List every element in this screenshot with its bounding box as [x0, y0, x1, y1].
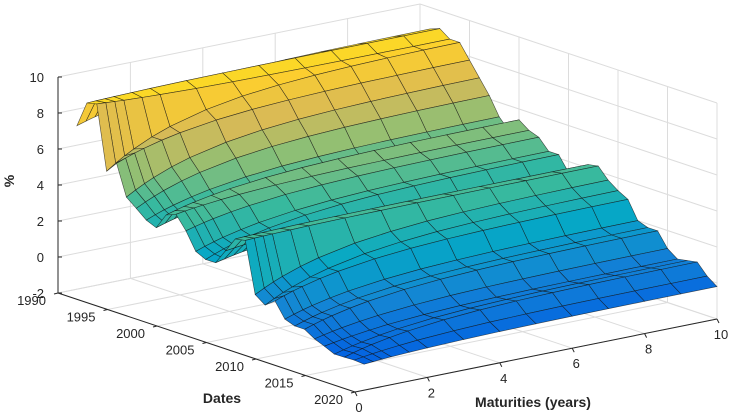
gridline: [419, 39, 718, 140]
x-tick-label: 4: [500, 371, 507, 386]
y-axis-title: Dates: [203, 390, 241, 406]
y-tick-label: 2000: [116, 326, 145, 341]
y-tick-label: 1990: [17, 293, 46, 308]
z-tick-label: 0: [37, 250, 44, 265]
y-tick-label: 2005: [166, 343, 195, 358]
z-tick-label: -2: [32, 286, 44, 301]
x-tick: [644, 333, 648, 338]
x-tick: [354, 391, 358, 397]
y-tick: [251, 358, 257, 361]
gridline: [419, 3, 718, 104]
y-tick: [53, 292, 59, 295]
y-tick: [301, 375, 306, 377]
y-tick-label: 1995: [67, 310, 96, 325]
y-tick-label: 2020: [314, 392, 343, 407]
tick-labels: -2 0 2 4 6 8 10 1990 1995 2000 2005 2010 2015 2020 0 2 4…: [17, 70, 728, 415]
surface-patch: [353, 356, 374, 365]
y-tick-label: 2015: [265, 376, 294, 391]
x-axis-title: Maturities (years): [475, 394, 591, 410]
x-tick-label: 6: [573, 356, 580, 371]
z-axis-title: %: [1, 174, 17, 187]
z-tick-label: 4: [37, 178, 44, 193]
y-tick-label: 2010: [215, 359, 244, 374]
x-tick-label: 0: [355, 400, 362, 415]
y-tick: [103, 309, 108, 311]
z-tick-label: 6: [37, 142, 44, 157]
y-tick: [350, 391, 356, 394]
x-tick-label: 8: [645, 342, 652, 357]
x-tick: [571, 347, 575, 353]
y-tick: [202, 342, 207, 344]
x-tick: [716, 318, 720, 324]
x-axis-line: [354, 318, 718, 393]
x-tick: [426, 377, 430, 382]
x-tick-label: 2: [428, 385, 435, 400]
x-tick: [499, 362, 503, 368]
z-tick-label: 8: [37, 106, 44, 121]
surface-layer: [76, 28, 718, 365]
gridline: [57, 3, 421, 78]
z-tick-label: 2: [37, 214, 44, 229]
axis-layer: [53, 76, 720, 397]
z-tick-label: 10: [30, 70, 44, 85]
x-tick-label: 10: [714, 327, 728, 342]
y-tick: [152, 325, 158, 328]
